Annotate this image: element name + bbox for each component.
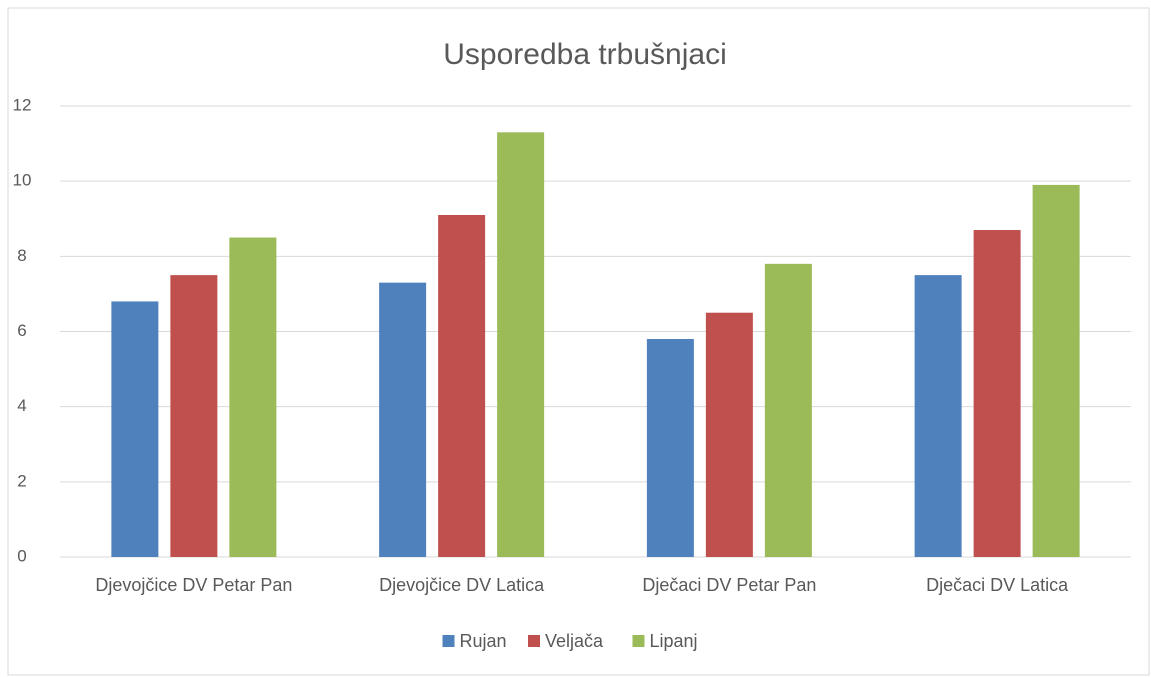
y-tick-label: 6: [17, 321, 26, 340]
legend-label: Lipanj: [650, 631, 698, 651]
bar: [229, 237, 277, 557]
bar: [170, 275, 218, 557]
bar: [705, 312, 753, 557]
chart-title: Usporedba trbušnjaci: [443, 38, 727, 71]
legend-label: Veljača: [545, 631, 604, 651]
x-tick-label: Dječaci DV Petar Pan: [642, 575, 816, 595]
bar: [111, 301, 159, 557]
y-tick-label: 4: [17, 396, 26, 415]
bar: [646, 339, 694, 557]
x-tick-label: Djevojčice DV Latica: [379, 575, 545, 595]
y-tick-label: 2: [17, 471, 26, 490]
legend-swatch: [442, 635, 455, 647]
y-tick-label: 8: [17, 246, 26, 265]
bar: [497, 132, 545, 557]
legend-label: Rujan: [460, 631, 507, 651]
x-tick-label: Dječaci DV Latica: [926, 575, 1069, 595]
bar: [438, 214, 486, 557]
bar: [973, 230, 1021, 557]
bar: [914, 275, 962, 557]
bar: [1032, 184, 1080, 558]
bar: [379, 282, 427, 557]
legend-swatch: [632, 635, 645, 647]
y-tick-label: 10: [13, 171, 32, 190]
y-tick-label: 0: [17, 546, 26, 565]
x-tick-label: Djevojčice DV Petar Pan: [95, 575, 292, 595]
legend-swatch: [528, 635, 540, 647]
y-tick-label: 12: [13, 95, 32, 114]
bar: [764, 263, 812, 557]
